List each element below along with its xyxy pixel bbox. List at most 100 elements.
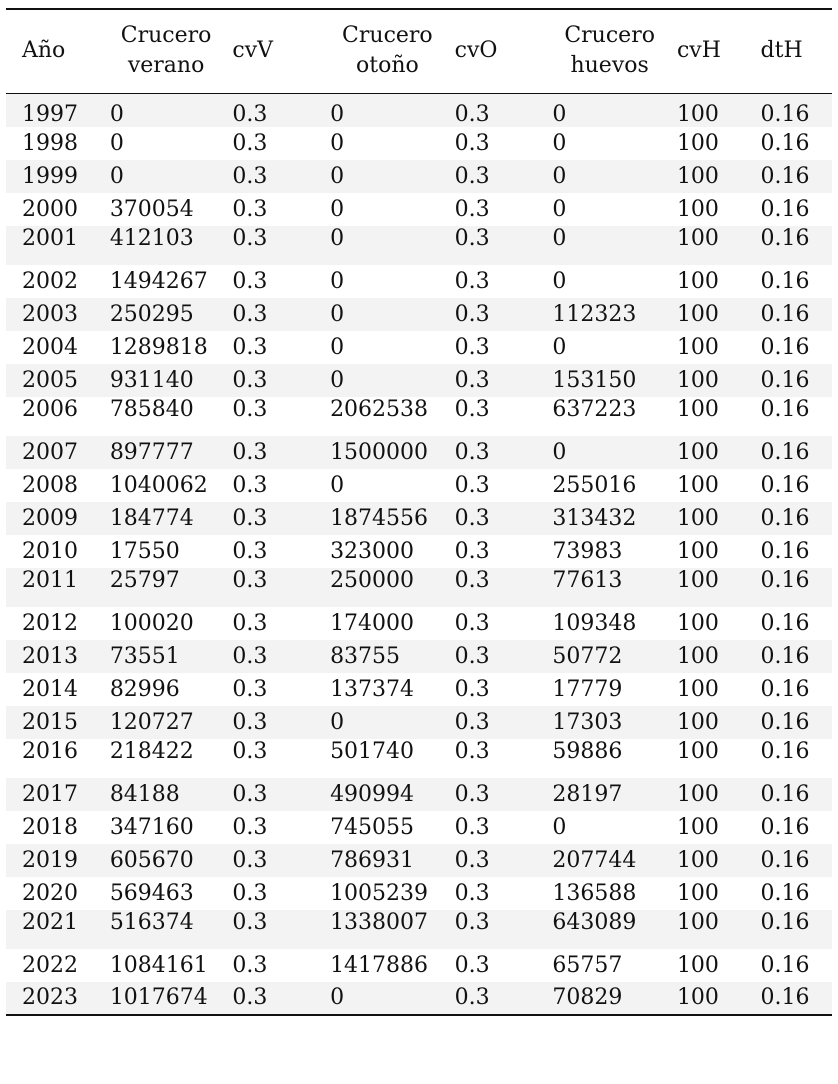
- table-cell: 0.3: [454, 952, 490, 978]
- table-cell: 2014: [22, 676, 78, 702]
- table-cell: 0.3: [454, 567, 490, 593]
- table-cell: 1040062: [109, 472, 208, 498]
- column-header: Crucero otoño: [320, 9, 455, 94]
- table-row: 2019 605670 0.3 786931 0.3 207744 100 0.16: [6, 843, 832, 877]
- table-cell: 100: [676, 367, 719, 393]
- table-cell: 412103: [109, 225, 194, 251]
- column-header: cvH: [676, 9, 761, 94]
- table-cell: 2012: [22, 610, 78, 636]
- table-cell: 0: [552, 163, 567, 189]
- table-cell: 100: [676, 268, 719, 294]
- table-cell: 2062538: [330, 396, 429, 422]
- table-cell: 2008: [22, 472, 78, 498]
- table-cell: 255016: [552, 472, 637, 498]
- table-row: 2009 184774 0.3 1874556 0.3 313432 100 0.16: [6, 501, 832, 535]
- table-cell: 0: [109, 101, 124, 127]
- table-cell: 0.16: [760, 847, 810, 873]
- table-cell: 0.3: [232, 880, 268, 906]
- table-cell: 785840: [109, 396, 194, 422]
- table-body: 1997 0 0.3 0 0.3 0 100 0.16 1998 0 0.3 0 0.3 0 100 0.16…: [6, 93, 832, 1016]
- table-cell: 0.16: [760, 101, 810, 127]
- table-cell: 100: [676, 814, 719, 840]
- table-cell: 100020: [109, 610, 194, 636]
- table-cell: 0.3: [232, 814, 268, 840]
- table-cell: 0: [552, 101, 567, 127]
- table-row: 2010 17550 0.3 323000 0.3 73983 100 0.16: [6, 535, 832, 568]
- table-cell: 100: [676, 880, 719, 906]
- table-cell: 0.16: [760, 196, 810, 222]
- table-cell: 1999: [22, 163, 78, 189]
- table-cell: 0.3: [232, 101, 268, 127]
- table-cell: 17303: [552, 709, 623, 735]
- table-cell: 218422: [109, 738, 194, 764]
- table-cell: 2020: [22, 880, 78, 906]
- table-row: 2013 73551 0.3 83755 0.3 50772 100 0.16: [6, 639, 832, 673]
- table-cell: 897777: [109, 439, 194, 465]
- table-cell: 82996: [109, 676, 180, 702]
- table-cell: 0.3: [232, 709, 268, 735]
- column-header-label: otoño: [355, 53, 419, 79]
- table-cell: 25797: [109, 567, 180, 593]
- table-cell: 0.16: [760, 334, 810, 360]
- table-row: 2008 1040062 0.3 0 0.3 255016 100 0.16: [6, 469, 832, 502]
- table-row: 2001 412103 0.3 0 0.3 0 100 0.16: [6, 225, 832, 265]
- table-cell: 0.3: [454, 709, 490, 735]
- table-cell: 0.3: [232, 676, 268, 702]
- table-cell: 2004: [22, 334, 78, 360]
- table-cell: 0.16: [760, 163, 810, 189]
- table-cell: 0.3: [232, 567, 268, 593]
- table-cell: 0.3: [232, 268, 268, 294]
- table-cell: 100: [676, 738, 719, 764]
- table-cell: 0.3: [454, 101, 490, 127]
- table-cell: 0: [330, 196, 345, 222]
- table-cell: 28197: [552, 781, 623, 807]
- table-cell: 100: [676, 981, 761, 1016]
- table-cell: 1998: [22, 130, 78, 156]
- table-cell: 2009: [22, 505, 78, 531]
- table-cell: 100: [676, 225, 719, 251]
- table-cell: 0.3: [454, 301, 490, 327]
- table-cell: 0.3: [454, 880, 490, 906]
- table-cell: 2005: [22, 367, 78, 393]
- table-cell: 0.16: [760, 268, 810, 294]
- table-cell: 0.3: [454, 439, 490, 465]
- table-cell: 2006: [22, 396, 78, 422]
- table-cell: 120727: [109, 709, 194, 735]
- table-cell: 2011: [22, 567, 78, 593]
- table-cell: 0: [330, 225, 345, 251]
- table-cell: 0.16: [760, 538, 810, 564]
- table-cell: 2023: [6, 981, 100, 1016]
- table-cell: 100: [676, 505, 719, 531]
- column-header: Crucero huevos: [542, 9, 677, 94]
- column-header: Crucero verano: [99, 9, 233, 94]
- table-cell: 0.16: [760, 781, 810, 807]
- table-cell: 0.16: [760, 301, 810, 327]
- table-cell: 313432: [552, 505, 637, 531]
- table-row: 2005 931140 0.3 0 0.3 153150 100 0.16: [6, 363, 832, 397]
- table-cell: 0: [330, 472, 345, 498]
- table-cell: 0: [552, 268, 567, 294]
- table-cell: 100: [676, 781, 719, 807]
- table-cell: 100: [676, 196, 719, 222]
- table-cell: 1084161: [109, 952, 208, 978]
- table-row: 2014 82996 0.3 137374 0.3 17779 100 0.16: [6, 673, 832, 706]
- table-row: 1999 0 0.3 0 0.3 0 100 0.16: [6, 159, 832, 193]
- table-cell: 65757: [552, 952, 623, 978]
- table-cell: 0.3: [454, 472, 490, 498]
- table-cell: 0.16: [760, 225, 810, 251]
- table-cell: 2007: [22, 439, 78, 465]
- table-cell: 59886: [552, 738, 623, 764]
- column-header-label: cvH: [676, 38, 721, 64]
- table-cell: 0.16: [760, 676, 810, 702]
- table-cell: 100: [676, 472, 719, 498]
- table-cell: 323000: [330, 538, 415, 564]
- table-cell: 0.3: [454, 643, 490, 669]
- table-row: 2016 218422 0.3 501740 0.3 59886 100 0.16: [6, 739, 832, 778]
- table-cell: 100: [676, 396, 719, 422]
- table-cell: 516374: [109, 909, 194, 935]
- table-row: 2006 785840 0.3 2062538 0.3 637223 100 0.16: [6, 397, 832, 436]
- table-cell: 2013: [22, 643, 78, 669]
- table-cell: 569463: [109, 880, 194, 906]
- table-cell: 0: [330, 367, 345, 393]
- table-cell: 0.3: [232, 952, 268, 978]
